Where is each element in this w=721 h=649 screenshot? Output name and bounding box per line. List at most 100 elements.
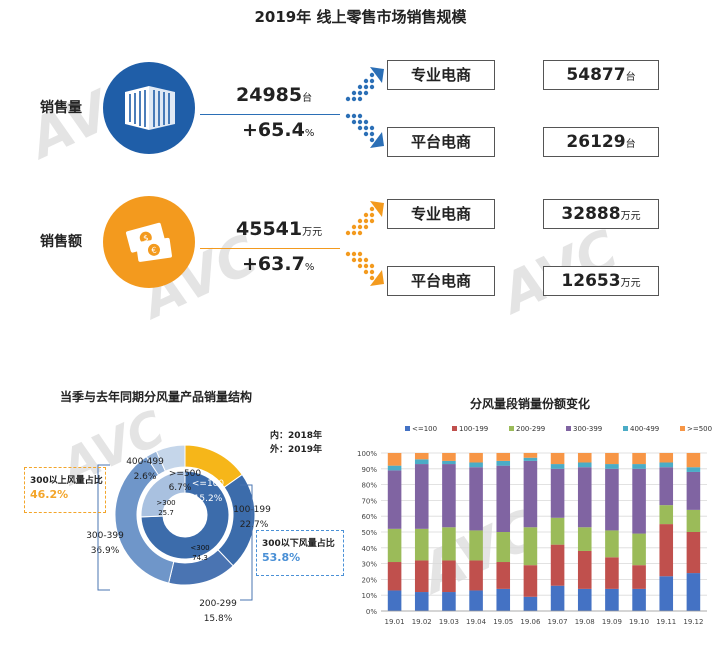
- bar-segment: [632, 588, 646, 611]
- donut-slice-label: 400-499: [126, 457, 164, 467]
- y-tick-label: 80%: [361, 482, 377, 490]
- legend-label: 200-299: [516, 425, 545, 433]
- bar-segment: [605, 588, 619, 611]
- ring-legend-outer: 外：2019年: [270, 445, 323, 455]
- bar-segment: [469, 530, 483, 561]
- bar-segment: [550, 464, 565, 469]
- donut-inner-value: 74.3: [192, 554, 208, 562]
- bar-segment: [414, 459, 429, 465]
- volume-total: 24985台: [236, 84, 313, 106]
- stacked-bar-chart: <=100 100-199 200-299 300-399 400-499 >=500 0%…: [357, 425, 712, 626]
- x-tick-label: 19.06: [520, 618, 541, 626]
- bar-segment: [387, 590, 402, 611]
- donut-inner-slice: [140, 470, 186, 518]
- bar-segment: [550, 453, 565, 465]
- donut-slice-value: 36.9%: [91, 546, 120, 556]
- legend-swatch: [680, 426, 685, 431]
- bar-segment: [605, 530, 619, 558]
- donut-slice-label: 200-299: [199, 599, 237, 609]
- bar-segment: [442, 453, 456, 461]
- bar-segment: [496, 532, 511, 563]
- donut-slice-value: 15.8%: [204, 614, 233, 624]
- bar-segment: [550, 544, 565, 586]
- channel-value: 26129台: [543, 127, 659, 157]
- volume-growth: +65.4%: [242, 119, 315, 141]
- bar-title: 分风量段销量份额变化: [470, 397, 591, 411]
- donut-slice-label: 300-399: [86, 531, 124, 541]
- bar-segment: [659, 462, 674, 468]
- callout-box-above: 300以上风量占比 46.2%: [24, 467, 106, 513]
- revenue-total: 45541万元: [236, 218, 323, 240]
- bar-segment: [523, 596, 538, 611]
- callout-value: 53.8%: [262, 551, 301, 564]
- bar-segment: [387, 465, 402, 471]
- bar-segment: [442, 460, 456, 465]
- legend-label: 100-199: [459, 425, 488, 433]
- bar-segment: [469, 462, 483, 468]
- donut-slice-value: 2.6%: [134, 472, 157, 482]
- bar-segment: [469, 590, 483, 611]
- bar-segment: [632, 565, 646, 589]
- legend-swatch: [623, 426, 628, 431]
- bar-segment: [550, 585, 565, 611]
- bar-segment: [442, 592, 456, 611]
- bar-segment: [414, 453, 429, 460]
- bar-segment: [523, 453, 538, 458]
- legend-label: >=500: [687, 425, 712, 433]
- bar-segment: [659, 524, 674, 577]
- donut-chart: <=10015.2%100-19922.7%200-29915.8%300-39…: [86, 444, 271, 624]
- donut-slice-value: 15.2%: [194, 494, 223, 504]
- channel-label: 平台电商: [387, 127, 495, 157]
- y-tick-label: 10%: [361, 592, 377, 600]
- donut-slice-label: <=100: [192, 479, 225, 489]
- x-tick-label: 19.05: [493, 618, 513, 626]
- arrow-down-icon: [345, 251, 384, 286]
- bar-segment: [577, 550, 592, 589]
- svg-text:$: $: [142, 233, 149, 243]
- donut-outer-slice: [155, 444, 186, 472]
- bar-segment: [686, 573, 701, 611]
- channel-value: 32888万元: [543, 199, 659, 229]
- revenue-growth: +63.7%: [242, 253, 315, 275]
- donut-slice-value: 6.7%: [169, 483, 192, 493]
- bar-segment: [469, 453, 483, 463]
- bracket-left: [97, 464, 110, 591]
- bar-segment: [632, 453, 646, 465]
- x-tick-label: 19.01: [385, 618, 405, 626]
- channel-value: 12653万元: [543, 266, 659, 296]
- y-tick-label: 50%: [361, 529, 377, 537]
- bar-segment: [496, 588, 511, 611]
- bar-segment: [387, 562, 402, 591]
- callout-value: 46.2%: [30, 488, 69, 501]
- bar-segment: [659, 453, 674, 463]
- legend-swatch: [405, 426, 410, 431]
- arrow-up-icon: [345, 67, 384, 102]
- bar-segment: [632, 468, 646, 534]
- legend-label: 400-499: [630, 425, 659, 433]
- legend-swatch: [566, 426, 571, 431]
- bar-segment: [523, 527, 538, 566]
- bar-segment: [523, 565, 538, 597]
- legend-label: 300-399: [573, 425, 602, 433]
- svg-text:€: €: [151, 246, 157, 256]
- bar-segment: [659, 505, 674, 525]
- donut-inner-label: <300: [190, 544, 209, 552]
- callout-title: 300以上风量占比: [30, 476, 103, 486]
- bar-segment: [496, 562, 511, 589]
- y-tick-label: 100%: [357, 450, 377, 458]
- bar-segment: [632, 464, 646, 469]
- bar-segment: [523, 457, 538, 461]
- bar-segment: [550, 517, 565, 545]
- donut-slice-value: 22.7%: [240, 520, 269, 530]
- bar-segment: [469, 467, 483, 531]
- y-tick-label: 70%: [361, 497, 377, 505]
- legend-swatch: [509, 426, 514, 431]
- bar-segment: [387, 453, 402, 466]
- donut-inner-value: 25.7: [158, 509, 174, 517]
- bar-segment: [632, 533, 646, 566]
- bar-segment: [496, 460, 511, 466]
- bar-segment: [550, 468, 565, 518]
- channel-label: 平台电商: [387, 266, 495, 296]
- bar-segment: [414, 528, 429, 561]
- donut-title: 当季与去年同期分风量产品销量结构: [60, 390, 253, 404]
